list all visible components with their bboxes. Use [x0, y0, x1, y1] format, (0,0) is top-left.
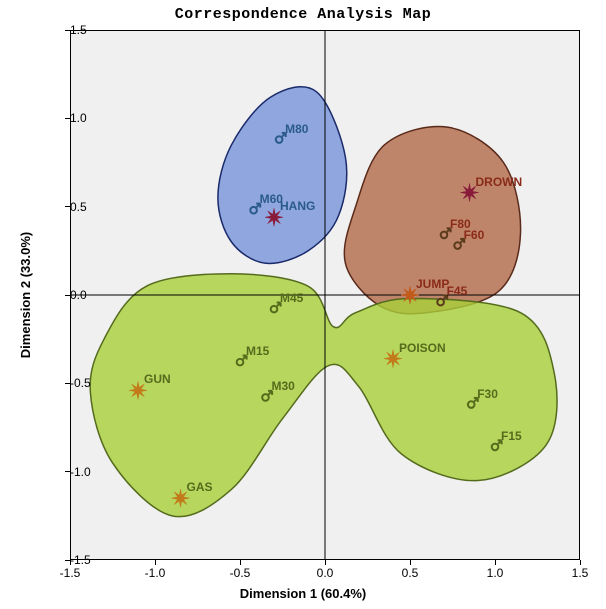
chart-title: Correspondence Analysis Map: [0, 6, 606, 23]
point-label-poison: POISON: [399, 341, 446, 355]
x-tick: [410, 560, 411, 565]
x-tick-label: -1.5: [60, 566, 81, 580]
x-tick: [325, 560, 326, 565]
x-tick-label: 1.5: [572, 566, 589, 580]
point-label-m15: M15: [246, 344, 269, 358]
point-label-f45: F45: [447, 284, 468, 298]
x-tick: [155, 560, 156, 565]
point-label-f15: F15: [501, 429, 522, 443]
point-label-m45: M45: [280, 291, 303, 305]
plot-area: [70, 30, 580, 560]
x-tick: [240, 560, 241, 565]
point-label-m80: M80: [285, 122, 308, 136]
x-tick: [495, 560, 496, 565]
point-label-gun: GUN: [144, 372, 171, 386]
chart-container: Correspondence Analysis Map Dimension 1 …: [0, 0, 606, 609]
point-label-gas: GAS: [187, 480, 213, 494]
point-label-f60: F60: [464, 228, 485, 242]
point-label-jump: JUMP: [416, 277, 449, 291]
x-tick-label: 0.0: [317, 566, 334, 580]
point-label-f30: F30: [477, 387, 498, 401]
point-label-hang: HANG: [280, 199, 315, 213]
x-tick-label: -0.5: [230, 566, 251, 580]
x-tick-label: -1.0: [145, 566, 166, 580]
x-tick: [580, 560, 581, 565]
point-label-m30: M30: [272, 379, 295, 393]
x-tick-label: 1.0: [487, 566, 504, 580]
y-axis-label: Dimension 2 (33.0%): [18, 232, 33, 358]
x-tick-label: 0.5: [402, 566, 419, 580]
x-axis-label: Dimension 1 (60.4%): [240, 586, 366, 601]
point-label-drown: DROWN: [476, 175, 523, 189]
